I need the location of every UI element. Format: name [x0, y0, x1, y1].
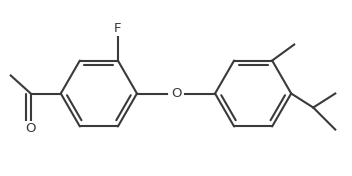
Text: O: O	[25, 122, 36, 135]
Text: O: O	[171, 87, 181, 100]
Text: F: F	[114, 23, 122, 36]
